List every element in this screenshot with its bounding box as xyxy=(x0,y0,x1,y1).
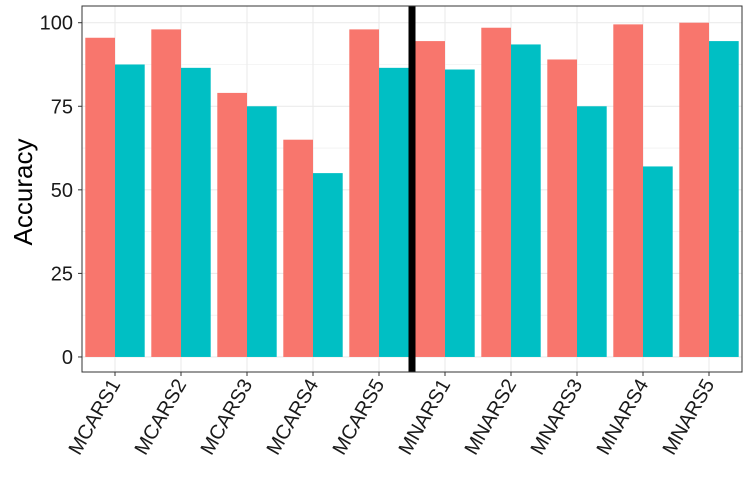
y-axis-title: Accuracy xyxy=(8,139,38,246)
bar-MCARS2-series-1 xyxy=(151,29,181,357)
y-tick-label: 100 xyxy=(40,13,73,35)
bar-MCARS2-series-2 xyxy=(181,67,211,357)
panel-border xyxy=(81,5,743,373)
bar-MCARS4-series-1 xyxy=(283,139,313,357)
bar-MNARS2-series-2 xyxy=(511,44,541,357)
bar-MCARS4-series-2 xyxy=(313,173,343,357)
y-tick-label: 50 xyxy=(51,180,73,202)
bar-MNARS5-series-2 xyxy=(709,41,739,357)
y-tick-label: 75 xyxy=(51,96,73,118)
bar-MCARS3-series-2 xyxy=(247,106,277,357)
bar-MNARS3-series-2 xyxy=(577,106,607,357)
bar-MCARS5-series-1 xyxy=(349,29,379,357)
bar-MCARS3-series-1 xyxy=(217,92,247,357)
bar-MNARS1-series-1 xyxy=(415,41,445,357)
bar-MCARS1-series-1 xyxy=(85,37,115,357)
bar-MNARS1-series-2 xyxy=(445,69,475,357)
bar-MCARS1-series-2 xyxy=(115,64,145,357)
bar-MNARS4-series-1 xyxy=(613,24,643,357)
bar-MCARS5-series-2 xyxy=(379,67,409,357)
y-axis: 0 25 50 75 100 xyxy=(40,13,82,369)
bar-MNARS3-series-1 xyxy=(547,59,577,357)
y-tick-label: 0 xyxy=(62,347,73,369)
bars xyxy=(85,22,739,357)
y-tick-label: 25 xyxy=(51,263,73,285)
bar-MNARS2-series-1 xyxy=(481,27,511,357)
bar-MNARS5-series-1 xyxy=(679,22,709,357)
bar-MNARS4-series-2 xyxy=(643,166,673,357)
